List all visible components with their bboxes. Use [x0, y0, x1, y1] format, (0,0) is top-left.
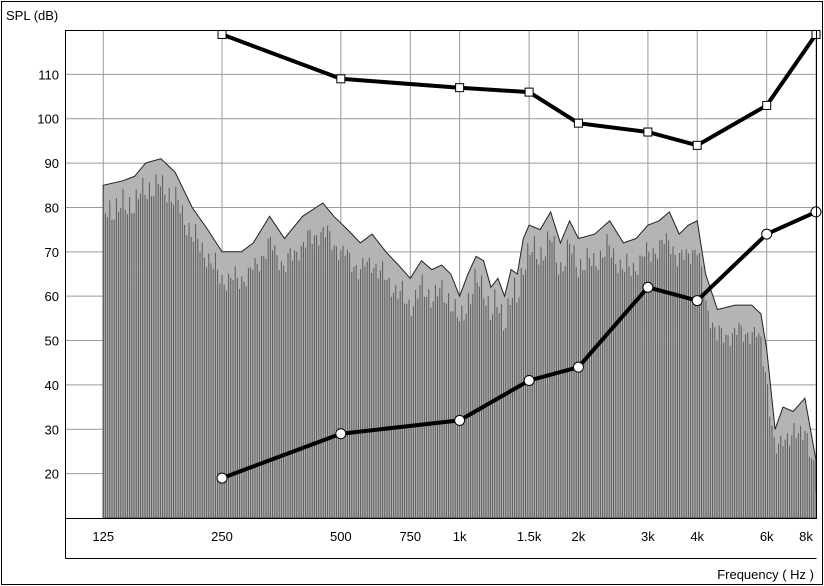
series-point: [572, 361, 584, 373]
y-tick-label: 50: [45, 334, 59, 349]
x-tick-label: 250: [211, 529, 233, 544]
series-point: [761, 228, 773, 240]
series-point: [643, 127, 653, 137]
spectrum-bars: [102, 174, 817, 518]
x-axis-label: Frequency ( Hz ): [717, 567, 814, 582]
x-tick-label: 1.5k: [517, 529, 542, 544]
series-point: [762, 100, 772, 110]
x-tick-label: 1k: [453, 529, 467, 544]
speech-spectrum: [102, 158, 817, 519]
x-tick-label: 125: [92, 529, 114, 544]
x-tick-label: 3k: [641, 529, 655, 544]
y-tick-label: 90: [45, 156, 59, 171]
y-tick-label: 100: [37, 112, 59, 127]
series-point: [691, 295, 703, 307]
series-point: [523, 374, 535, 386]
series-point: [573, 118, 583, 128]
series-point: [454, 414, 466, 426]
x-tick-label: 6k: [760, 529, 774, 544]
x-tick-label: 750: [399, 529, 421, 544]
series-point: [335, 428, 347, 440]
series-point: [642, 281, 654, 293]
x-tick-label: 8k: [799, 529, 813, 544]
y-tick-label: 60: [45, 289, 59, 304]
series-point: [524, 87, 534, 97]
x-tick-label: 2k: [572, 529, 586, 544]
x-tick-label: 500: [330, 529, 352, 544]
y-tick-label: 20: [45, 467, 59, 482]
x-tick-label: 4k: [690, 529, 704, 544]
y-tick-label: 110: [38, 67, 59, 82]
series-point: [336, 74, 346, 84]
y-tick-label: 70: [45, 245, 59, 260]
series-point: [692, 140, 702, 150]
plot-frame: [65, 30, 817, 519]
series-point: [455, 83, 465, 93]
y-tick-labels: 20 30 40 50 60 70 80 90 100 110: [37, 67, 59, 481]
y-tick-label: 40: [45, 378, 59, 393]
y-tick-label: 80: [45, 200, 59, 215]
y-tick-label: 30: [45, 422, 59, 437]
series-point: [217, 29, 227, 39]
y-axis-label: SPL (dB): [6, 8, 58, 23]
series-point: [216, 472, 228, 484]
x-tick-labels: 125 250 500 750 1k 1.5k 2k 3k 4k 6k 8k: [92, 529, 813, 544]
